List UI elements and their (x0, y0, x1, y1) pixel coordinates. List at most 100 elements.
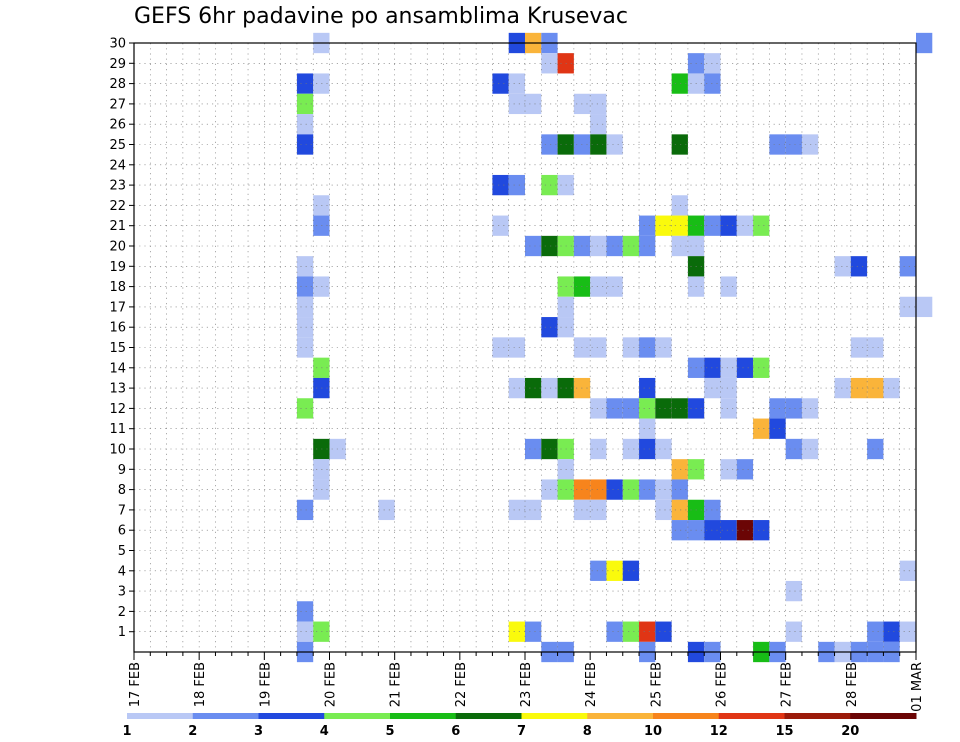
heatmap-cell (736, 215, 754, 236)
heatmap-cell (785, 438, 802, 460)
heatmap-cell (525, 438, 542, 460)
heatmap-cell (541, 235, 558, 257)
heatmap-cell (639, 438, 656, 460)
heatmap-cell (720, 520, 737, 541)
heatmap-cell (541, 134, 558, 155)
heatmap-cell (671, 215, 688, 236)
colorbar-segment (390, 713, 457, 719)
colorbar-label: 20 (841, 724, 859, 739)
heatmap-cell (622, 621, 640, 642)
heatmap-cell (508, 377, 525, 399)
heatmap-cell (753, 357, 770, 378)
heatmap-cell (769, 398, 786, 419)
heatmap-cell (753, 520, 770, 541)
heatmap-cell (720, 357, 737, 378)
heatmap-cell (655, 215, 672, 236)
colorbar-label: 3 (254, 724, 263, 739)
y-tick-label: 26 (109, 118, 126, 133)
colorbar-label: 8 (583, 724, 592, 739)
y-tick-label: 20 (109, 240, 126, 255)
heatmap-cell (736, 520, 754, 541)
y-tick-label: 21 (109, 219, 126, 234)
heatmap-cell (655, 438, 672, 460)
heatmap-cell (655, 337, 672, 358)
heatmap-cell (541, 438, 558, 460)
heatmap-cell (508, 93, 525, 115)
y-tick-label: 11 (109, 422, 126, 437)
heatmap-cell (590, 479, 607, 500)
y-tick-label: 14 (109, 361, 126, 376)
heatmap-cell (639, 337, 656, 358)
y-tick-label: 23 (109, 179, 126, 194)
heatmap-cell (606, 621, 623, 642)
heatmap-cell (541, 317, 558, 338)
heatmap-cell (606, 134, 623, 155)
heatmap-cell (671, 499, 688, 521)
heatmap-cell (606, 398, 623, 419)
heatmap-cell (867, 337, 884, 358)
heatmap-cell (899, 560, 916, 581)
y-tick-label: 8 (118, 483, 126, 498)
heatmap-cell (590, 560, 607, 581)
heatmap-cell (622, 479, 640, 500)
y-tick-label: 17 (109, 300, 126, 315)
heatmap-cell (639, 398, 656, 419)
y-tick-label: 12 (109, 402, 126, 417)
x-tick-label: 18 FEB (193, 662, 208, 707)
colorbar-segment (127, 713, 194, 719)
heatmap-cell (525, 93, 542, 115)
colorbar-label: 6 (451, 724, 460, 739)
heatmap-cell (590, 276, 607, 297)
y-tick-label: 15 (109, 341, 126, 356)
heatmap-cell (525, 377, 542, 399)
heatmap-cell (834, 377, 851, 399)
colorbar-label: 2 (188, 724, 197, 739)
colorbar-label: 5 (385, 724, 394, 739)
x-tick-label: 20 FEB (324, 662, 339, 707)
heatmap-cell (541, 479, 558, 500)
heatmap-cell (606, 479, 623, 500)
heatmap-cell (590, 134, 607, 155)
heatmap-cell (508, 73, 525, 94)
y-tick-label: 27 (109, 97, 126, 112)
heatmap-cell (671, 73, 688, 94)
heatmap-cell (296, 337, 314, 358)
heatmap-cell (639, 479, 656, 500)
heatmap-cell (720, 459, 737, 480)
y-tick-label: 30 (109, 37, 126, 52)
heatmap-cell (508, 174, 525, 196)
colorbar-segment (192, 713, 259, 719)
heatmap-cell (622, 235, 640, 257)
heatmap-cell (541, 53, 558, 74)
heatmap-cell (508, 499, 525, 521)
heatmap-cell (655, 621, 672, 642)
colorbar-label: 15 (775, 724, 793, 739)
heatmap-cell (622, 560, 640, 581)
heatmap-cell (736, 459, 754, 480)
heatmap-cell (492, 337, 509, 358)
heatmap-cell (541, 174, 558, 196)
y-tick-label: 28 (109, 77, 126, 92)
heatmap-cell (720, 276, 737, 297)
heatmap-cell (785, 621, 802, 642)
y-tick-label: 5 (118, 544, 126, 559)
heatmap-cell (606, 235, 623, 257)
heatmap-cell (590, 235, 607, 257)
colorbar-label: 10 (644, 724, 662, 739)
heatmap-cell (769, 134, 786, 155)
heatmap-cell (296, 296, 314, 318)
colorbar-label: 4 (320, 724, 329, 739)
heatmap-cell (296, 114, 314, 135)
colorbar-segment (258, 713, 325, 719)
heatmap-cell (639, 418, 656, 439)
x-tick-label: 21 FEB (389, 662, 404, 707)
heatmap-cell (639, 215, 656, 236)
heatmap-cell (916, 32, 933, 54)
y-tick-label: 22 (109, 199, 126, 214)
y-tick-label: 19 (109, 260, 126, 275)
x-tick-label: 28 FEB (845, 662, 860, 707)
heatmap-cell (899, 296, 916, 318)
heatmap-cell (671, 195, 688, 216)
heatmap-cell (655, 499, 672, 521)
